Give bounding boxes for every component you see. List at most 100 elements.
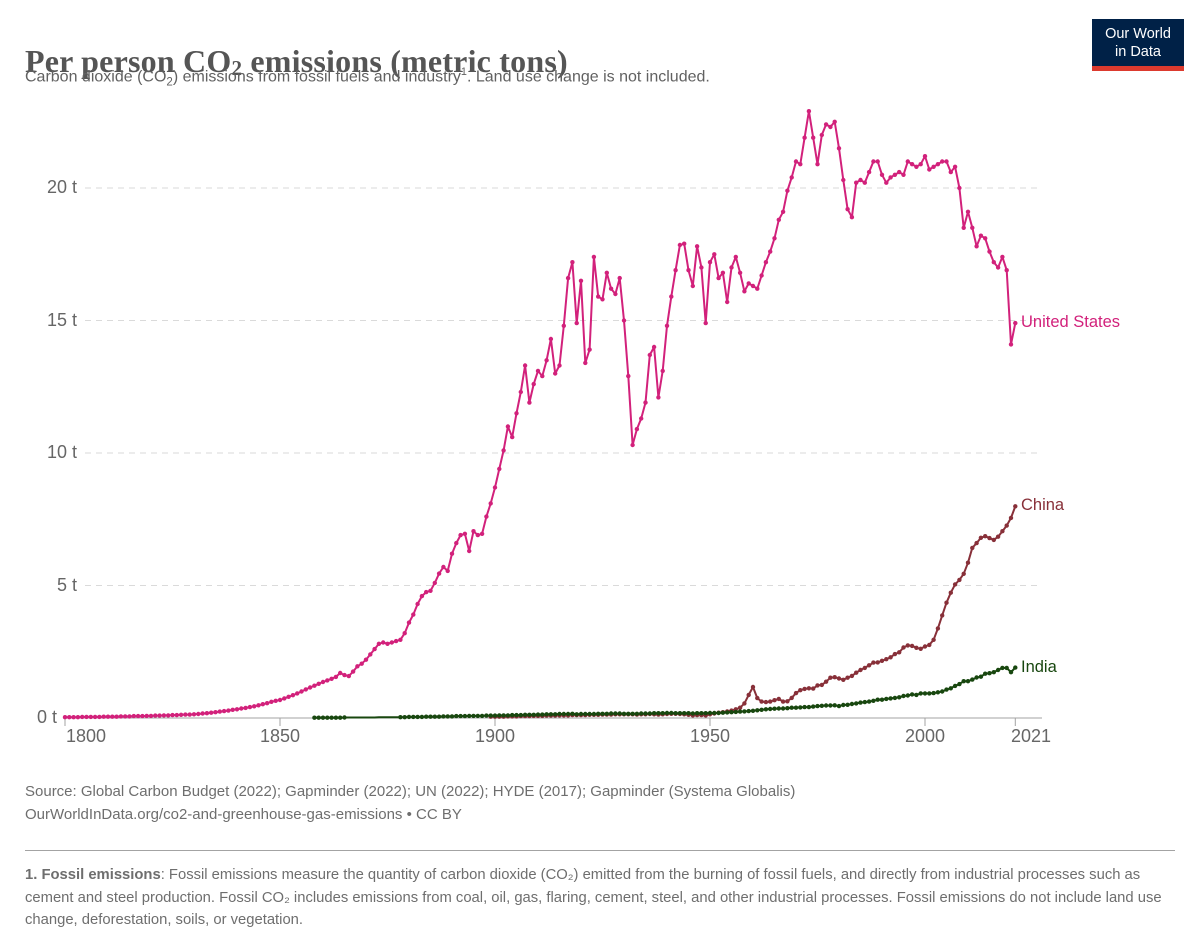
data-point[interactable] <box>183 712 188 717</box>
data-point[interactable] <box>320 679 326 685</box>
data-point[interactable] <box>750 684 756 690</box>
data-point[interactable] <box>643 711 648 716</box>
data-point[interactable] <box>944 159 949 164</box>
data-point[interactable] <box>841 702 846 708</box>
data-point[interactable] <box>948 686 953 691</box>
data-point[interactable] <box>707 260 713 265</box>
data-point[interactable] <box>849 673 855 679</box>
data-point[interactable] <box>755 286 760 291</box>
data-point[interactable] <box>892 651 898 657</box>
data-point[interactable] <box>901 693 906 699</box>
data-point[interactable] <box>221 708 227 714</box>
data-point[interactable] <box>987 249 992 254</box>
data-point[interactable] <box>940 159 945 164</box>
data-point[interactable] <box>909 162 915 167</box>
data-point[interactable] <box>677 242 683 248</box>
data-point[interactable] <box>527 712 532 717</box>
data-point[interactable] <box>372 646 377 652</box>
data-point[interactable] <box>836 146 842 151</box>
data-point[interactable] <box>454 713 459 719</box>
data-point[interactable] <box>699 265 704 270</box>
data-point[interactable] <box>312 715 317 720</box>
series-line[interactable] <box>314 666 1017 719</box>
data-point[interactable] <box>411 612 416 617</box>
data-point[interactable] <box>604 270 609 275</box>
data-point[interactable] <box>342 672 347 678</box>
data-point[interactable] <box>381 640 386 645</box>
data-point[interactable] <box>991 670 996 675</box>
data-point[interactable] <box>720 710 726 715</box>
data-point[interactable] <box>329 676 334 681</box>
owid-logo[interactable]: Our World in Data <box>1092 19 1184 71</box>
data-point[interactable] <box>664 323 670 328</box>
data-point[interactable] <box>866 169 872 175</box>
data-point[interactable] <box>806 109 812 114</box>
data-point[interactable] <box>634 711 640 716</box>
data-point[interactable] <box>961 571 966 576</box>
data-point[interactable] <box>449 551 455 556</box>
data-point[interactable] <box>608 286 614 291</box>
data-point[interactable] <box>471 529 476 534</box>
data-point[interactable] <box>935 690 941 695</box>
data-point[interactable] <box>626 711 631 716</box>
data-point[interactable] <box>630 442 635 448</box>
data-point[interactable] <box>492 713 498 718</box>
data-point[interactable] <box>682 241 687 246</box>
data-point[interactable] <box>621 711 627 716</box>
data-point[interactable] <box>811 686 816 691</box>
data-point[interactable] <box>750 283 756 289</box>
data-point[interactable] <box>200 711 205 716</box>
data-point[interactable] <box>578 278 584 283</box>
data-point[interactable] <box>1004 665 1009 671</box>
data-point[interactable] <box>191 712 197 717</box>
data-point[interactable] <box>105 714 111 719</box>
data-point[interactable] <box>742 709 747 714</box>
data-point[interactable] <box>871 660 876 665</box>
data-point[interactable] <box>888 655 893 660</box>
data-point[interactable] <box>445 568 450 574</box>
data-point[interactable] <box>995 534 1001 539</box>
data-point[interactable] <box>591 254 597 260</box>
data-point[interactable] <box>699 711 704 716</box>
data-point[interactable] <box>544 358 549 363</box>
data-point[interactable] <box>806 704 812 710</box>
data-point[interactable] <box>338 670 343 676</box>
data-point[interactable] <box>901 645 906 650</box>
data-point[interactable] <box>419 593 425 599</box>
data-point[interactable] <box>411 714 416 720</box>
data-point[interactable] <box>583 711 588 717</box>
data-point[interactable] <box>333 715 339 720</box>
data-point[interactable] <box>793 705 799 710</box>
data-point[interactable] <box>67 715 72 720</box>
data-point[interactable] <box>927 642 932 648</box>
data-point[interactable] <box>656 711 661 716</box>
data-point[interactable] <box>836 703 842 709</box>
data-point[interactable] <box>166 713 171 718</box>
data-point[interactable] <box>333 674 339 680</box>
data-point[interactable] <box>535 712 541 717</box>
data-point[interactable] <box>424 714 429 719</box>
data-point[interactable] <box>823 122 829 127</box>
data-point[interactable] <box>346 673 351 679</box>
data-point[interactable] <box>974 540 979 546</box>
data-point[interactable] <box>647 711 652 716</box>
data-point[interactable] <box>187 712 192 717</box>
data-point[interactable] <box>892 695 898 701</box>
data-point[interactable] <box>716 710 721 716</box>
data-point[interactable] <box>243 705 248 711</box>
data-point[interactable] <box>1004 268 1009 273</box>
data-point[interactable] <box>75 715 81 720</box>
data-point[interactable] <box>570 711 575 716</box>
data-point[interactable] <box>669 710 674 716</box>
data-point[interactable] <box>402 715 407 720</box>
data-point[interactable] <box>677 711 683 716</box>
data-point[interactable] <box>458 713 463 719</box>
data-point[interactable] <box>785 188 790 193</box>
data-point[interactable] <box>518 712 523 718</box>
data-point[interactable] <box>957 577 962 583</box>
data-point[interactable] <box>398 715 403 720</box>
data-point[interactable] <box>866 663 872 668</box>
data-point[interactable] <box>570 260 575 265</box>
data-point[interactable] <box>639 416 644 421</box>
data-point[interactable] <box>92 714 98 720</box>
